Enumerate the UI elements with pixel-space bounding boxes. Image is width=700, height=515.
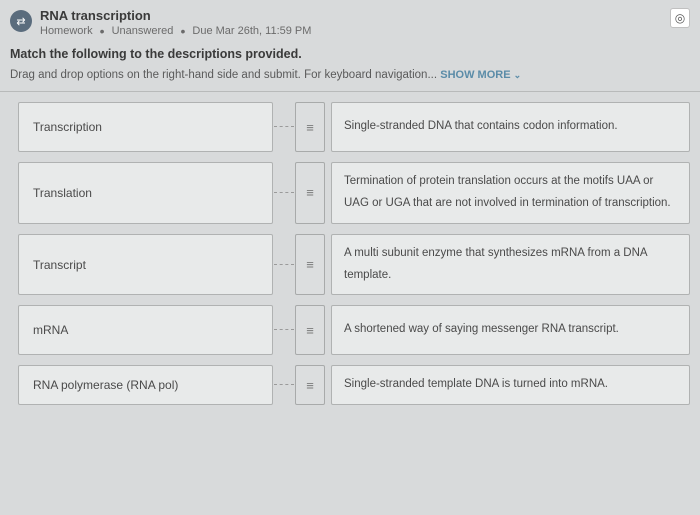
match-row: RNA polymerase (RNA pol) ≡ Single-strand… [18,365,690,405]
drag-handle-icon: ≡ [306,324,314,337]
category-label: Homework [40,25,93,37]
term-label: Translation [33,186,92,200]
drop-slot[interactable]: ≡ [295,234,325,296]
connector-line [273,102,295,152]
show-more-label: SHOW MORE [440,69,510,81]
description-box[interactable]: A shortened way of saying messenger RNA … [331,305,690,355]
term-box[interactable]: Translation [18,162,273,224]
connector-line [273,162,295,224]
subinstructions-content: Drag and drop options on the right-hand … [10,69,437,81]
show-more-button[interactable]: SHOW MORE ⌄ [440,69,521,81]
status-label: Unanswered [112,25,174,37]
description-box[interactable]: Termination of protein translation occur… [331,162,690,224]
due-label: Due Mar 26th, 11:59 PM [192,25,311,37]
question-subtitle: Homework • Unanswered • Due Mar 26th, 11… [40,25,662,37]
description-label: A multi subunit enzyme that synthesizes … [344,243,677,287]
match-row: mRNA ≡ A shortened way of saying messeng… [18,305,690,355]
subinstructions-text: Drag and drop options on the right-hand … [0,69,700,92]
description-box[interactable]: Single-stranded template DNA is turned i… [331,365,690,405]
description-label: Single-stranded template DNA is turned i… [344,374,608,396]
term-box[interactable]: mRNA [18,305,273,355]
term-box[interactable]: Transcription [18,102,273,152]
drag-handle-icon: ≡ [306,121,314,134]
match-row: Translation ≡ Termination of protein tra… [18,162,690,224]
term-label: Transcription [33,120,102,134]
separator-dot: • [180,23,185,39]
drag-handle-icon: ≡ [306,379,314,392]
term-label: mRNA [33,323,68,337]
term-box[interactable]: Transcript [18,234,273,296]
drop-slot[interactable]: ≡ [295,162,325,224]
question-type-icon: ⇄ [10,10,32,32]
description-box[interactable]: A multi subunit enzyme that synthesizes … [331,234,690,296]
chevron-down-icon: ⌄ [514,70,522,80]
connector-line [273,305,295,355]
drop-slot[interactable]: ≡ [295,365,325,405]
term-box[interactable]: RNA polymerase (RNA pol) [18,365,273,405]
term-label: Transcript [33,258,86,272]
term-label: RNA polymerase (RNA pol) [33,378,178,392]
question-title: RNA transcription [40,8,662,23]
header-text-block: RNA transcription Homework • Unanswered … [40,8,662,37]
question-header: ⇄ RNA transcription Homework • Unanswere… [0,0,700,43]
description-label: Termination of protein translation occur… [344,171,677,215]
bookmark-button[interactable]: ◎ [670,8,690,28]
drop-slot[interactable]: ≡ [295,102,325,152]
connector-line [273,365,295,405]
description-box[interactable]: Single-stranded DNA that contains codon … [331,102,690,152]
description-label: A shortened way of saying messenger RNA … [344,319,619,341]
match-row: Transcription ≡ Single-stranded DNA that… [18,102,690,152]
description-label: Single-stranded DNA that contains codon … [344,116,618,138]
instructions-text: Match the following to the descriptions … [0,43,700,69]
connector-line [273,234,295,296]
separator-dot: • [100,23,105,39]
drag-handle-icon: ≡ [306,258,314,271]
drop-slot[interactable]: ≡ [295,305,325,355]
drag-handle-icon: ≡ [306,186,314,199]
matching-area: Transcription ≡ Single-stranded DNA that… [0,92,700,405]
match-row: Transcript ≡ A multi subunit enzyme that… [18,234,690,296]
